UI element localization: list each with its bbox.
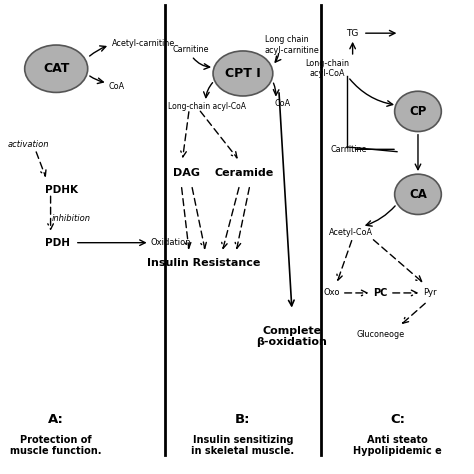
Text: Hypolipidemic e: Hypolipidemic e	[353, 446, 442, 456]
Ellipse shape	[25, 45, 88, 92]
Text: CP: CP	[409, 105, 427, 118]
Text: inhibition: inhibition	[52, 214, 91, 222]
Text: Anti steato: Anti steato	[367, 435, 428, 445]
Text: Oxidation: Oxidation	[151, 238, 191, 247]
Text: CPT I: CPT I	[225, 67, 261, 80]
Text: PDH: PDH	[46, 237, 71, 248]
Text: Gluconeoge: Gluconeoge	[356, 330, 405, 338]
Text: in skeletal muscle.: in skeletal muscle.	[191, 446, 294, 456]
Text: CoA: CoA	[109, 82, 125, 91]
Text: B:: B:	[235, 413, 251, 426]
Ellipse shape	[395, 91, 441, 131]
Text: Long-chain
acyl-CoA: Long-chain acyl-CoA	[305, 59, 349, 78]
Ellipse shape	[395, 174, 441, 215]
Text: A:: A:	[48, 413, 64, 426]
Text: Carnitine: Carnitine	[173, 46, 210, 54]
Text: Protection of: Protection of	[20, 435, 92, 445]
Text: Oxo: Oxo	[323, 289, 340, 297]
Text: activation: activation	[8, 140, 50, 149]
Text: PC: PC	[374, 288, 388, 298]
Text: CA: CA	[409, 188, 427, 201]
Text: TG: TG	[346, 29, 359, 37]
Text: DAG: DAG	[173, 168, 201, 178]
Text: Acetyl-carnitine: Acetyl-carnitine	[112, 39, 175, 48]
Text: Acetyl-CoA: Acetyl-CoA	[329, 228, 374, 237]
Text: Pyr: Pyr	[423, 289, 437, 297]
Text: Long chain
acyl-carnitine: Long chain acyl-carnitine	[265, 36, 319, 55]
Text: Insulin Resistance: Insulin Resistance	[146, 258, 260, 268]
Text: Complete
β-oxidation: Complete β-oxidation	[256, 326, 328, 347]
Text: Insulin sensitizing: Insulin sensitizing	[192, 435, 293, 445]
Text: C:: C:	[390, 413, 405, 426]
Text: Carnitine: Carnitine	[331, 145, 367, 154]
Text: Long-chain acyl-CoA: Long-chain acyl-CoA	[168, 102, 246, 111]
Text: CAT: CAT	[43, 62, 69, 75]
Text: CoA: CoA	[274, 99, 291, 108]
Text: Ceramide: Ceramide	[215, 168, 274, 178]
Ellipse shape	[213, 51, 273, 96]
Text: muscle function.: muscle function.	[10, 446, 102, 456]
Text: PDHK: PDHK	[46, 184, 79, 195]
